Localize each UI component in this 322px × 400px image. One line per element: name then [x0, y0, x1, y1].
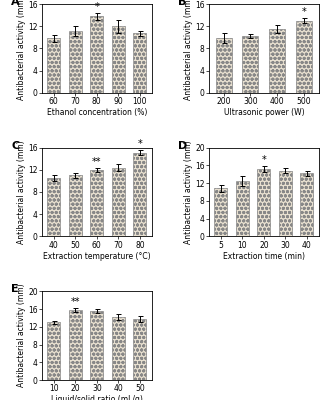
- Bar: [69, 31, 82, 93]
- Bar: [47, 322, 60, 380]
- Bar: [47, 178, 60, 236]
- Bar: [257, 169, 270, 236]
- Bar: [214, 188, 227, 236]
- Text: C: C: [11, 140, 19, 150]
- Text: A: A: [11, 0, 20, 7]
- Bar: [242, 36, 259, 93]
- Y-axis label: Antibacterial activity (mm): Antibacterial activity (mm): [184, 0, 193, 100]
- Bar: [112, 26, 125, 93]
- Bar: [216, 38, 232, 93]
- Bar: [279, 171, 292, 236]
- Bar: [133, 33, 147, 93]
- Text: B: B: [178, 0, 186, 7]
- Text: *: *: [94, 2, 99, 12]
- Bar: [112, 317, 125, 380]
- Y-axis label: Antibacterial activity (mm): Antibacterial activity (mm): [17, 140, 26, 244]
- Bar: [69, 175, 82, 236]
- Bar: [236, 181, 249, 236]
- Text: **: **: [71, 297, 80, 307]
- Y-axis label: Antibacterial activity (mm): Antibacterial activity (mm): [184, 140, 193, 244]
- Bar: [69, 310, 82, 380]
- Text: *: *: [302, 7, 307, 17]
- Y-axis label: Antibacterial activity (mm): Antibacterial activity (mm): [17, 284, 26, 388]
- Bar: [90, 170, 103, 236]
- Bar: [300, 173, 313, 236]
- X-axis label: Ultrasonic power (W): Ultrasonic power (W): [223, 108, 304, 117]
- Text: **: **: [92, 156, 101, 166]
- Text: D: D: [178, 140, 187, 150]
- X-axis label: Ethanol concentration (%): Ethanol concentration (%): [47, 108, 147, 117]
- X-axis label: Liquid/solid ratio (mL/g): Liquid/solid ratio (mL/g): [51, 395, 143, 400]
- Bar: [296, 21, 312, 93]
- Text: E: E: [11, 284, 19, 294]
- Bar: [269, 29, 285, 93]
- Text: *: *: [261, 155, 266, 165]
- X-axis label: Extraction temperature (°C): Extraction temperature (°C): [43, 252, 151, 260]
- Bar: [90, 16, 103, 93]
- Bar: [90, 311, 103, 380]
- Bar: [112, 168, 125, 236]
- X-axis label: Extraction time (min): Extraction time (min): [223, 252, 305, 260]
- Y-axis label: Antibacterial activity (mm): Antibacterial activity (mm): [17, 0, 26, 100]
- Bar: [133, 319, 147, 380]
- Bar: [133, 153, 147, 236]
- Bar: [47, 38, 60, 93]
- Text: *: *: [137, 139, 142, 149]
